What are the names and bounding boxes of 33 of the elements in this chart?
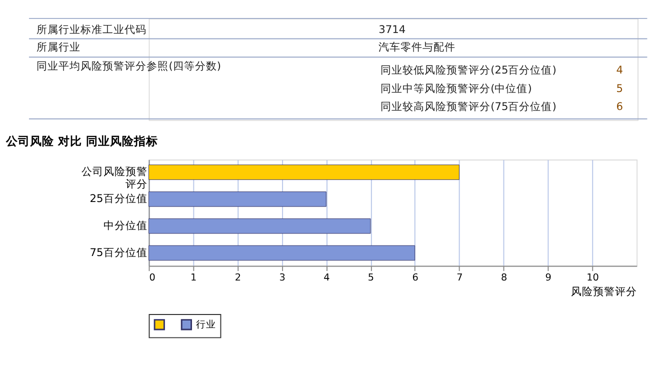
x-axis-title: 风险预警评分	[571, 285, 638, 298]
x-tick-label: 9	[545, 272, 552, 284]
chart-title: 公司风险 对比 同业风险指标	[4, 134, 158, 148]
text: 5	[616, 82, 624, 95]
text: 同业平均风险预警评分参照(四等分数)	[36, 60, 221, 73]
bar	[148, 218, 371, 234]
text: 6	[616, 100, 624, 114]
text: 同业较高风险预警评分(75百分位值)	[380, 100, 556, 114]
x-tick-label: 7	[456, 272, 463, 284]
x-tick-label: 4	[324, 272, 330, 284]
text: 所属行业	[36, 40, 81, 54]
text: 所属行业标准工业代码	[36, 22, 147, 36]
x-tick-label: 10	[586, 272, 599, 284]
text: 3714	[378, 22, 406, 36]
bar	[148, 164, 460, 180]
text: 4	[616, 64, 624, 77]
text: 汽车零件与配件	[378, 40, 456, 54]
text: 同业中等风险预警评分(中位值)	[380, 82, 532, 95]
x-tick-label: 5	[368, 272, 374, 284]
legend-label: 行业	[196, 318, 216, 331]
y-tick-label: 公司风险预警评分	[81, 165, 148, 191]
x-tick-label: 6	[412, 272, 418, 284]
x-tick-label: 2	[234, 272, 242, 284]
y-tick-label: 75百分位值	[90, 246, 148, 259]
x-tick-label: 3	[279, 272, 286, 284]
x-tick-label: 1	[190, 272, 197, 284]
bar	[148, 192, 326, 207]
text: 同业较低风险预警评分(25百分位值)	[380, 64, 556, 77]
y-tick-label: 中分位值	[103, 218, 148, 232]
y-tick-label: 25百分位值	[90, 192, 148, 206]
bar	[148, 245, 416, 261]
x-tick-label: 8	[500, 272, 508, 284]
x-tick-label: 0	[149, 272, 156, 284]
